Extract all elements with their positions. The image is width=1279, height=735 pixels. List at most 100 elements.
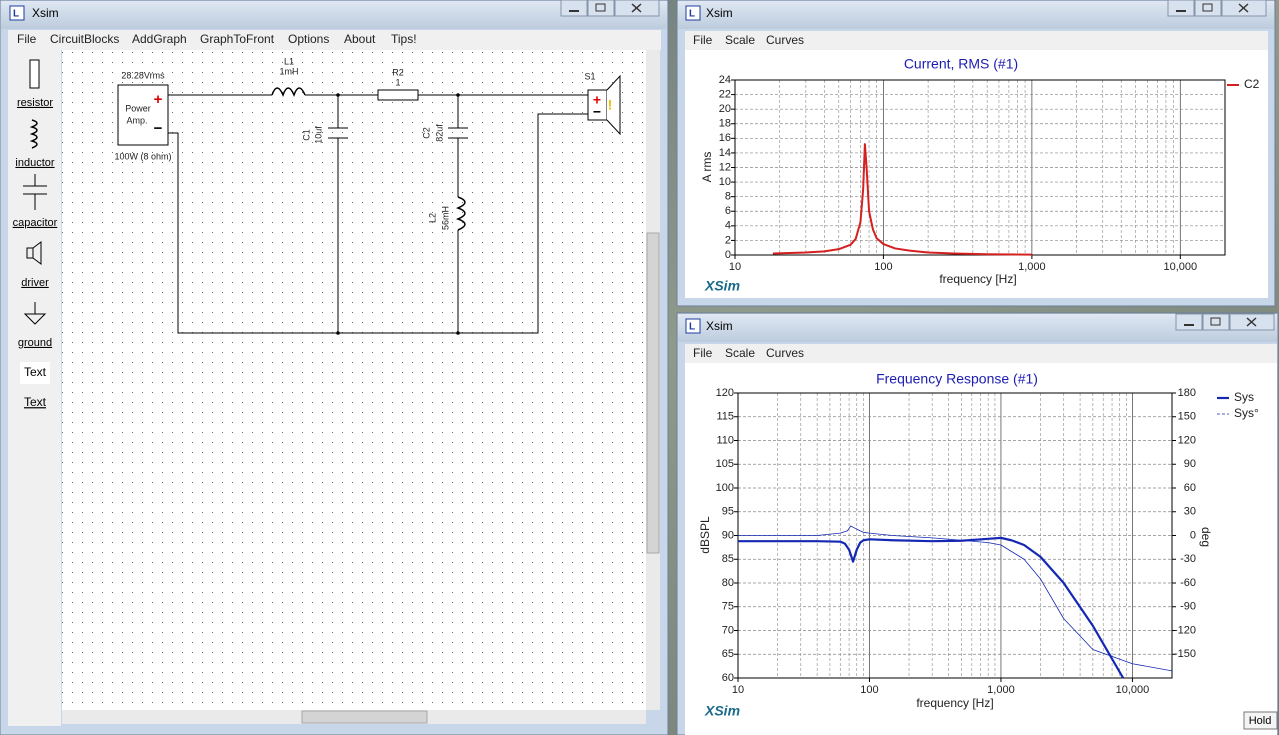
menu-item[interactable]: Curves: [766, 33, 804, 47]
driver-s1[interactable]: [587, 74, 621, 136]
y2-tick-label: -90: [1180, 601, 1196, 613]
y-tick-label: 20: [719, 103, 731, 115]
y-tick-label: 8: [725, 191, 731, 203]
tool-label[interactable]: resistor: [17, 97, 53, 109]
source-rating: 100W (8 ohm): [114, 151, 171, 161]
y2-tick-label: -60: [1180, 577, 1196, 589]
warning-sign: !: [608, 97, 613, 113]
junction: [336, 93, 340, 97]
y-tick-label: 6: [725, 205, 731, 217]
y-tick-label: 65: [722, 648, 734, 660]
series-line: [738, 536, 1125, 679]
scroll-thumb[interactable]: [301, 710, 428, 724]
source-name: Power: [125, 103, 151, 113]
tool-resistor[interactable]: resistor: [17, 59, 53, 109]
tool-label[interactable]: Text: [24, 365, 47, 379]
tool-text-box[interactable]: [20, 362, 50, 384]
tool-inductor[interactable]: inductor: [15, 119, 55, 169]
junction: [336, 331, 340, 335]
hold-button[interactable]: [1243, 711, 1278, 730]
menu-item[interactable]: Scale: [725, 33, 755, 47]
junction: [456, 331, 460, 335]
toolbox: [8, 50, 61, 726]
y-tick-label: 24: [719, 74, 731, 86]
y-tick-label: 100: [716, 482, 734, 494]
minimize-button[interactable]: [1167, 0, 1195, 17]
component-value: 82uf: [434, 124, 444, 142]
tool-ground[interactable]: ground: [18, 302, 52, 349]
tool-capacitor[interactable]: capacitor: [13, 174, 58, 229]
app-icon-glyph: L: [13, 9, 19, 20]
menu-bar: [8, 30, 661, 50]
source-voltage: 28.28Vrms: [121, 70, 165, 80]
junction: [456, 93, 460, 97]
graph-area: [685, 363, 1277, 735]
menu-item[interactable]: GraphToFront: [200, 32, 275, 46]
menu-item[interactable]: AddGraph: [132, 32, 187, 46]
minus-sign: −: [593, 104, 601, 120]
x-tick-label: 10,000: [1116, 684, 1150, 696]
y-tick-label: 10: [719, 176, 731, 188]
menu-item[interactable]: File: [17, 32, 37, 46]
app-icon: [685, 318, 701, 334]
menu-item[interactable]: File: [693, 346, 713, 360]
component-name: R2: [392, 67, 404, 77]
capacitor-c1[interactable]: [328, 95, 348, 333]
component-value: 1: [395, 77, 400, 87]
plus-sign: +: [593, 92, 601, 108]
y2-tick-label: 90: [1184, 458, 1196, 470]
menu-item[interactable]: CircuitBlocks: [50, 32, 119, 46]
tool-label[interactable]: ground: [18, 337, 52, 349]
source-name: Amp.: [126, 115, 147, 125]
inductor-l1[interactable]: [271, 87, 306, 98]
menu-item[interactable]: About: [344, 32, 376, 46]
component-name: S1: [584, 71, 595, 81]
legend-label: Sys: [1234, 390, 1254, 404]
component-value: 1mH: [279, 66, 298, 76]
power-amp[interactable]: [117, 84, 169, 146]
maximize-button[interactable]: [587, 0, 615, 17]
scroll-thumb[interactable]: [646, 232, 660, 554]
tool-driver[interactable]: driver: [21, 241, 49, 289]
minimize-button[interactable]: [1175, 313, 1203, 331]
window-buttons[interactable]: [1175, 313, 1275, 331]
y2-tick-label: -120: [1174, 624, 1196, 636]
watermark: XSim: [704, 703, 740, 719]
capacitor-c2[interactable]: [448, 95, 468, 333]
component-value: 56mH: [440, 206, 450, 230]
inductor-l2[interactable]: [455, 196, 466, 231]
watermark: XSim: [704, 278, 740, 294]
menu-item[interactable]: File: [693, 33, 713, 47]
y-tick-label: 80: [722, 577, 734, 589]
hold-button-label[interactable]: Hold: [1249, 715, 1272, 727]
component-name: L1: [284, 56, 294, 66]
window-buttons[interactable]: [1167, 0, 1267, 17]
y-tick-label: 110: [716, 434, 734, 446]
tool-label[interactable]: driver: [21, 277, 49, 289]
chart-title: Current, RMS (#1): [904, 56, 1018, 72]
x-tick-label: 1,000: [987, 684, 1015, 696]
tool-label[interactable]: inductor: [15, 157, 54, 169]
tool-label[interactable]: capacitor: [13, 217, 58, 229]
menu-item[interactable]: Scale: [725, 346, 755, 360]
y2-tick-label: 60: [1184, 482, 1196, 494]
maximize-button[interactable]: [1194, 0, 1222, 17]
menu-item[interactable]: Options: [288, 32, 329, 46]
app-icon: [685, 5, 701, 21]
circuit-window: L Xsim File CircuitBlocks AddGraph Graph…: [0, 0, 669, 735]
plus-sign: +: [154, 91, 163, 108]
maximize-button[interactable]: [1202, 313, 1230, 331]
menu-item[interactable]: Curves: [766, 346, 804, 360]
minimize-button[interactable]: [560, 0, 588, 17]
menu-item[interactable]: Tips!: [391, 32, 417, 46]
window-buttons[interactable]: [560, 0, 660, 17]
menu-bar: [685, 344, 1277, 363]
component-value: 10uf: [313, 126, 323, 144]
component-name: C2: [421, 127, 431, 139]
window-title: Xsim: [706, 319, 733, 333]
x-tick-label: 10,000: [1163, 261, 1197, 273]
x-tick-label: 100: [860, 684, 878, 696]
tool-label[interactable]: Text: [24, 395, 47, 409]
resistor-r2[interactable]: [377, 89, 419, 101]
